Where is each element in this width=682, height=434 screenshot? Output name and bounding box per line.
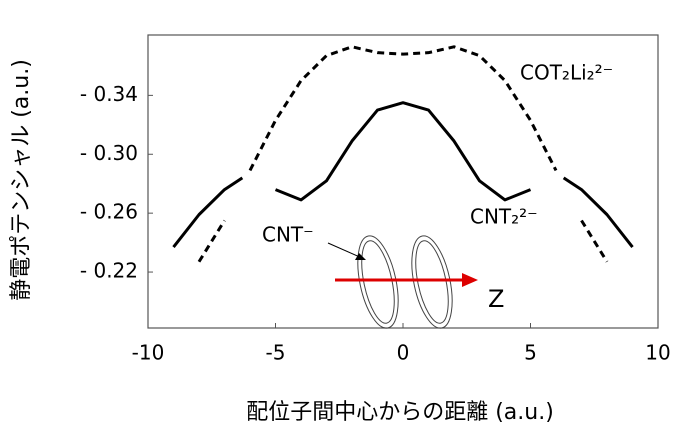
series-label: CNT₂²⁻ — [470, 205, 538, 229]
x-tick-label: 5 — [524, 341, 537, 365]
series-label: COT₂Li₂²⁻ — [520, 61, 613, 85]
x-tick-label: 0 — [397, 341, 410, 365]
arrow-head — [462, 273, 478, 287]
y-axis-label: 静電ポテンシャル (a.u.) — [9, 59, 34, 301]
ring — [405, 232, 460, 331]
annotation: Z — [488, 285, 504, 313]
arrow-head — [355, 253, 366, 260]
annotation: CNT⁻ — [262, 223, 314, 247]
x-axis-label: 配位子間中心からの距離 (a.u.) — [246, 400, 554, 425]
cnt-diagram — [328, 232, 478, 331]
y-tick-label: - 0.30 — [80, 141, 138, 165]
y-tick-label: - 0.22 — [80, 259, 138, 283]
y-tick-label: - 0.26 — [80, 200, 138, 224]
ring — [410, 238, 455, 326]
y-tick-label: - 0.34 — [80, 82, 138, 106]
x-tick-label: 10 — [645, 341, 670, 365]
ring — [351, 232, 406, 331]
chart: 静電ポテンシャル (a.u.) 配位子間中心からの距離 (a.u.) CNT⁻ … — [0, 0, 682, 434]
x-tick-label: -5 — [266, 341, 286, 365]
series-line — [174, 103, 659, 272]
pointer — [328, 243, 362, 258]
x-tick-label: -10 — [132, 341, 165, 365]
ring — [356, 238, 401, 326]
series-line — [199, 47, 645, 300]
